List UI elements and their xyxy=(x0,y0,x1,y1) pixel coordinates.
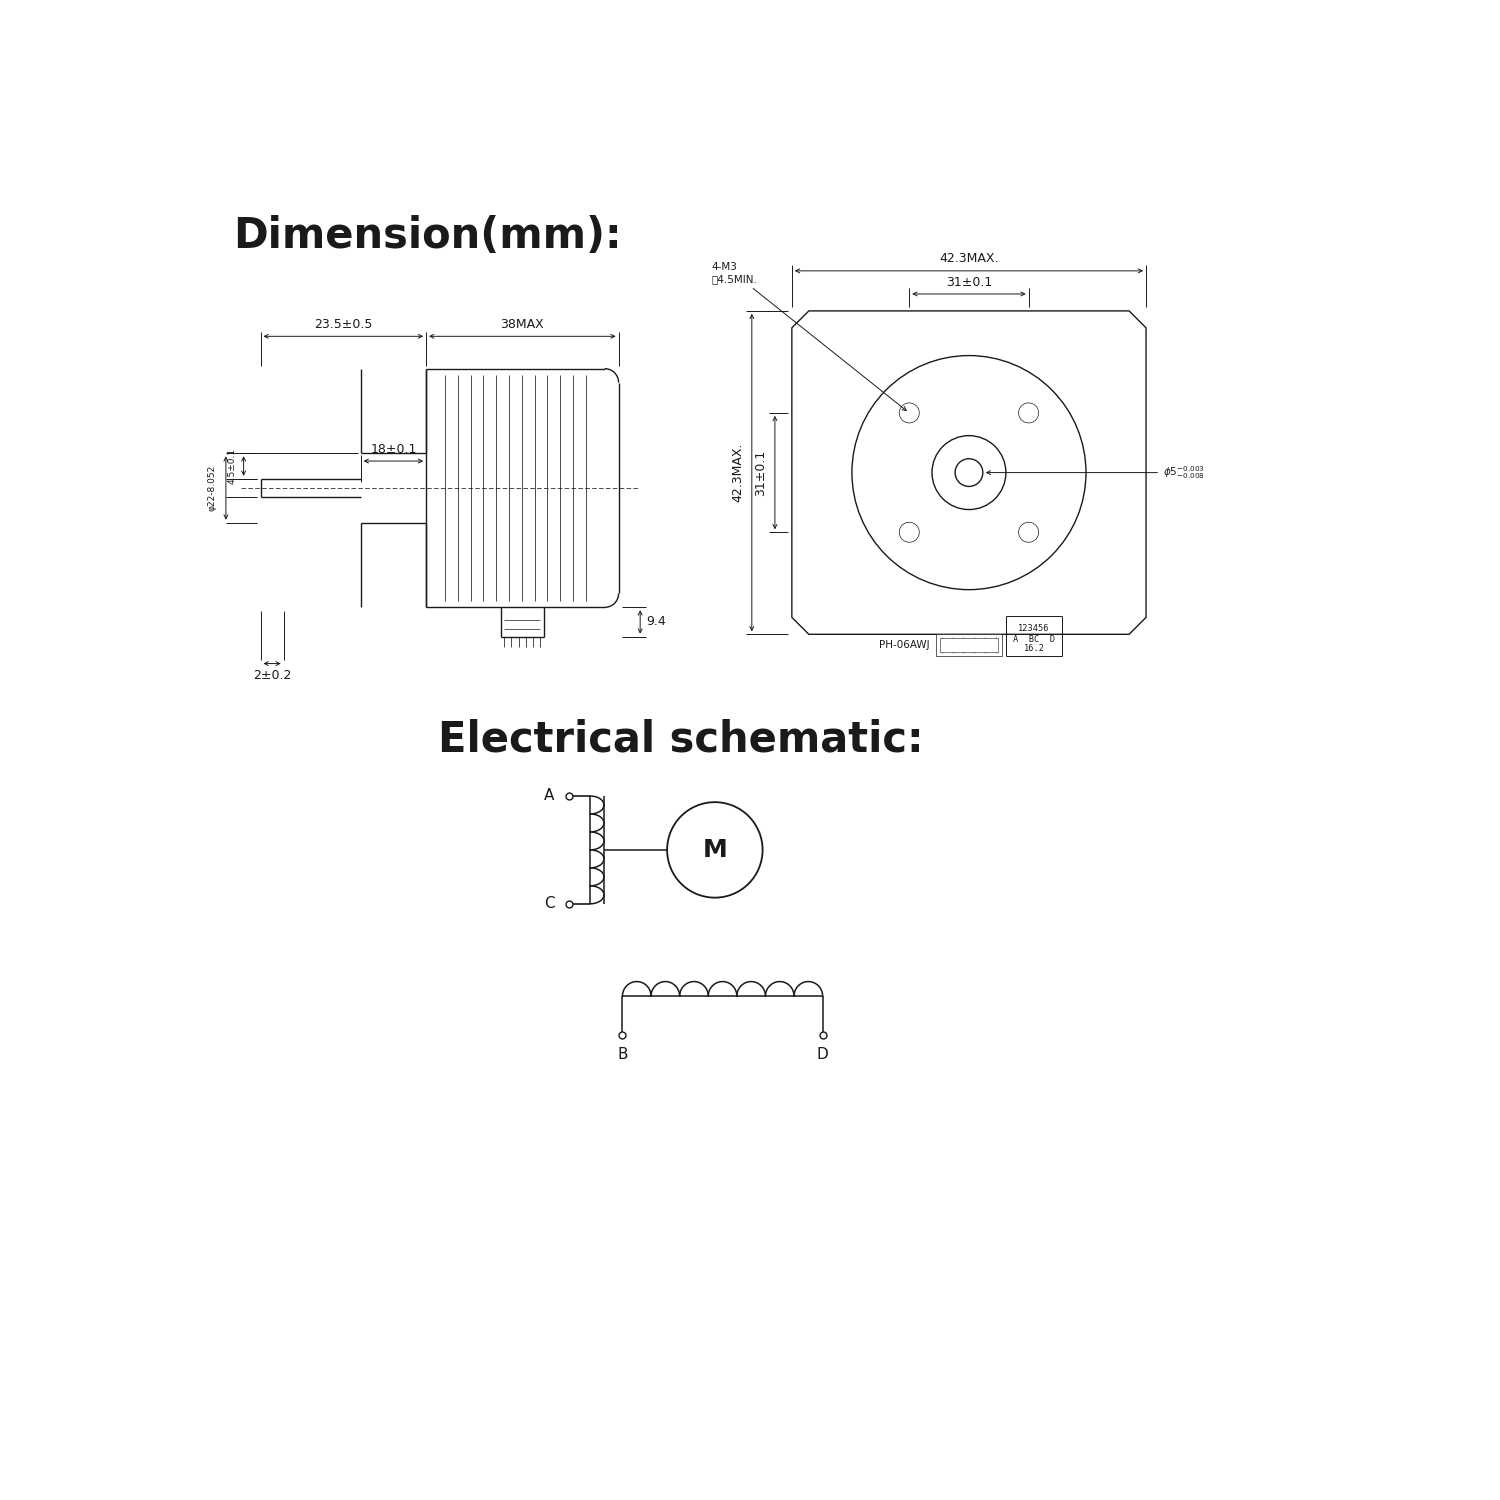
Text: B: B xyxy=(616,1047,627,1062)
Circle shape xyxy=(1019,522,1038,543)
Text: 31±0.1: 31±0.1 xyxy=(754,450,766,495)
Text: $\phi$5$^{-0.003}_{-0.008}$: $\phi$5$^{-0.003}_{-0.008}$ xyxy=(987,464,1204,482)
Circle shape xyxy=(1019,404,1038,423)
Text: 23.5±0.5: 23.5±0.5 xyxy=(314,318,372,332)
Text: 123456: 123456 xyxy=(1019,624,1050,633)
Circle shape xyxy=(852,356,1086,590)
Circle shape xyxy=(932,435,1007,510)
Text: 9.4: 9.4 xyxy=(646,615,666,628)
Text: 16.2: 16.2 xyxy=(1023,644,1044,652)
Text: Dimension(mm):: Dimension(mm): xyxy=(234,214,622,256)
Bar xyxy=(936,634,1002,656)
Text: 38MAX: 38MAX xyxy=(501,318,544,332)
Text: D: D xyxy=(818,1047,828,1062)
Circle shape xyxy=(668,802,762,897)
Text: 42.3MAX.: 42.3MAX. xyxy=(939,252,999,264)
Text: Electrical schematic:: Electrical schematic: xyxy=(438,718,924,760)
Circle shape xyxy=(956,459,982,486)
Text: A: A xyxy=(544,789,555,804)
Text: 4.5±0.1: 4.5±0.1 xyxy=(228,448,237,484)
Polygon shape xyxy=(792,310,1146,634)
Circle shape xyxy=(900,404,920,423)
Text: PH-06AWJ: PH-06AWJ xyxy=(879,640,930,650)
Text: 31±0.1: 31±0.1 xyxy=(946,276,992,288)
Text: 18±0.1: 18±0.1 xyxy=(370,442,417,456)
Circle shape xyxy=(900,522,920,543)
Text: 2±0.2: 2±0.2 xyxy=(254,669,291,682)
Text: 4-M3
淸4.5MIN.: 4-M3 淸4.5MIN. xyxy=(711,262,906,411)
Text: φ22-8.052: φ22-8.052 xyxy=(207,465,216,512)
Text: M: M xyxy=(702,839,727,862)
Text: C: C xyxy=(544,897,555,912)
Bar xyxy=(939,638,998,652)
Text: A  BC  D: A BC D xyxy=(1013,634,1054,644)
Text: 42.3MAX.: 42.3MAX. xyxy=(730,442,744,503)
